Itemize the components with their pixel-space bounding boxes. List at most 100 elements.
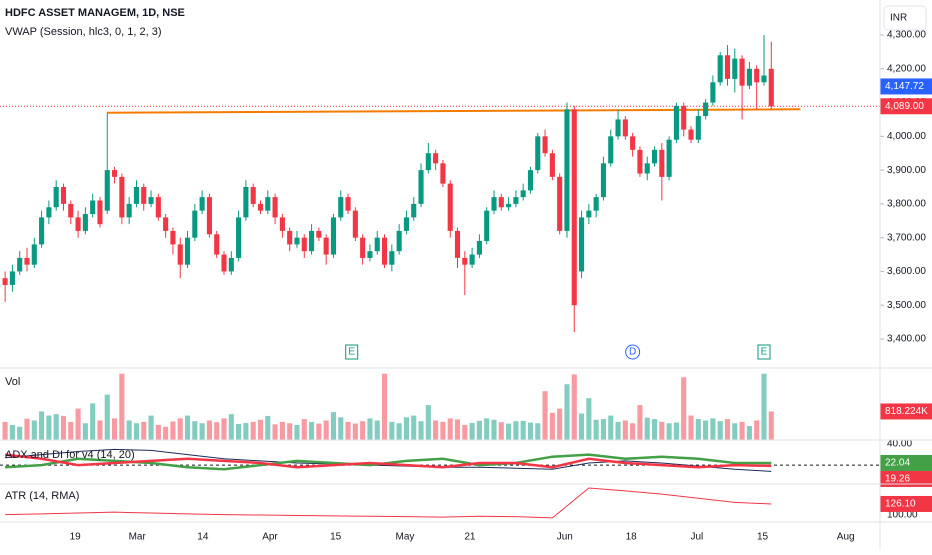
candle-body	[768, 68, 774, 107]
volume-bar	[724, 419, 731, 440]
candle-body	[243, 187, 249, 218]
candle-body	[163, 217, 169, 231]
volume-bar	[666, 423, 672, 440]
candle-body	[520, 190, 526, 198]
volume-bar	[389, 421, 395, 440]
volume-bar	[418, 421, 424, 440]
volume-bar	[294, 425, 300, 440]
candle-body	[82, 214, 88, 231]
volume-bar	[24, 418, 30, 440]
candle-body	[367, 251, 373, 258]
adx-line	[5, 448, 772, 472]
candle-body	[272, 197, 278, 218]
candle-body	[469, 254, 475, 265]
volume-bar	[586, 398, 592, 440]
candle-body	[39, 217, 45, 245]
volume-bar	[163, 426, 169, 440]
candle-body	[644, 163, 650, 174]
candle-body	[418, 170, 424, 204]
x-tick-label: 14	[197, 532, 209, 543]
volume-bar	[199, 423, 205, 440]
candle-body	[535, 136, 541, 171]
candle-body	[600, 163, 607, 198]
volume-bar	[9, 425, 15, 440]
candle-body	[236, 217, 242, 258]
volume-bar	[75, 408, 81, 440]
volume-bar	[732, 423, 738, 440]
candle-body	[352, 210, 358, 238]
volume-bar	[316, 423, 322, 440]
volume-bar	[323, 420, 329, 440]
candle-body	[615, 119, 621, 137]
candle-body	[119, 176, 125, 218]
candle-body	[681, 105, 687, 130]
volume-bar	[622, 420, 628, 440]
volume-bar	[703, 420, 709, 440]
x-tick-label: Jun	[557, 532, 573, 543]
volume-bar	[754, 420, 760, 440]
volume-bar	[688, 415, 694, 440]
candle-body	[732, 58, 738, 79]
candle-body	[360, 237, 366, 258]
candle-body	[389, 251, 395, 265]
candle-body	[148, 197, 154, 204]
candle-body	[374, 237, 380, 252]
volume-bar	[615, 421, 621, 440]
volume-bar	[484, 418, 490, 440]
x-tick-label: May	[396, 532, 415, 543]
candle-body	[454, 230, 461, 258]
candle-body	[513, 197, 519, 204]
candle-body	[659, 149, 665, 177]
volume-bar	[177, 418, 183, 440]
volume-bar	[513, 421, 519, 440]
volume-bar	[681, 377, 687, 440]
x-tick-label: 19	[70, 532, 82, 543]
candle-body	[177, 244, 183, 265]
volume-bar	[454, 419, 461, 440]
price-label-box	[880, 78, 932, 95]
candle-body	[126, 203, 132, 218]
volume-bar	[433, 420, 439, 440]
volume-bar	[141, 421, 147, 440]
volume-bar	[637, 405, 643, 440]
candle-body	[301, 237, 307, 252]
candle-body	[476, 241, 482, 255]
volume-bar	[542, 391, 548, 440]
volume-bar	[651, 419, 658, 440]
candle-body	[447, 183, 453, 231]
y-tick-label: 3,800.00	[887, 199, 926, 210]
currency-button[interactable]	[883, 5, 927, 31]
candle-body	[491, 197, 497, 211]
volume-bar	[506, 423, 512, 440]
volume-bar	[549, 412, 555, 440]
candle-body	[381, 237, 388, 265]
volume-bar	[17, 426, 23, 440]
x-tick-label: 15	[330, 532, 342, 543]
candle-body	[75, 217, 81, 231]
volume-bar	[250, 421, 256, 440]
candle-body	[739, 58, 745, 86]
candle-body	[9, 271, 15, 285]
candle-body	[155, 197, 161, 218]
candle-body	[571, 109, 577, 306]
volume-bar	[761, 373, 767, 440]
volume-bar	[498, 422, 504, 440]
volume-bar	[155, 425, 161, 440]
candle-body	[586, 210, 592, 218]
volume-bar	[630, 423, 636, 440]
candle-body	[265, 197, 271, 211]
volume-bar	[236, 423, 242, 440]
volume-bar	[710, 418, 716, 440]
volume-bar	[184, 415, 191, 440]
volume-bar	[600, 419, 607, 440]
candle-body	[411, 203, 417, 218]
volume-bar	[360, 421, 366, 440]
price-label-box	[880, 495, 932, 512]
currency: INR	[890, 13, 907, 24]
y-tick-label: 3,900.00	[887, 165, 926, 176]
price-label-box	[880, 403, 932, 420]
volume-bar	[768, 411, 774, 440]
candle-body	[338, 197, 344, 218]
candle-body	[112, 170, 118, 177]
candle-body	[17, 257, 23, 272]
